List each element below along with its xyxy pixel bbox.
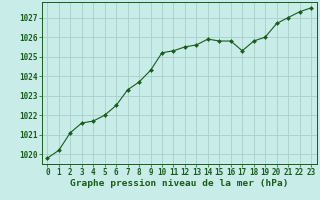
X-axis label: Graphe pression niveau de la mer (hPa): Graphe pression niveau de la mer (hPa): [70, 179, 288, 188]
